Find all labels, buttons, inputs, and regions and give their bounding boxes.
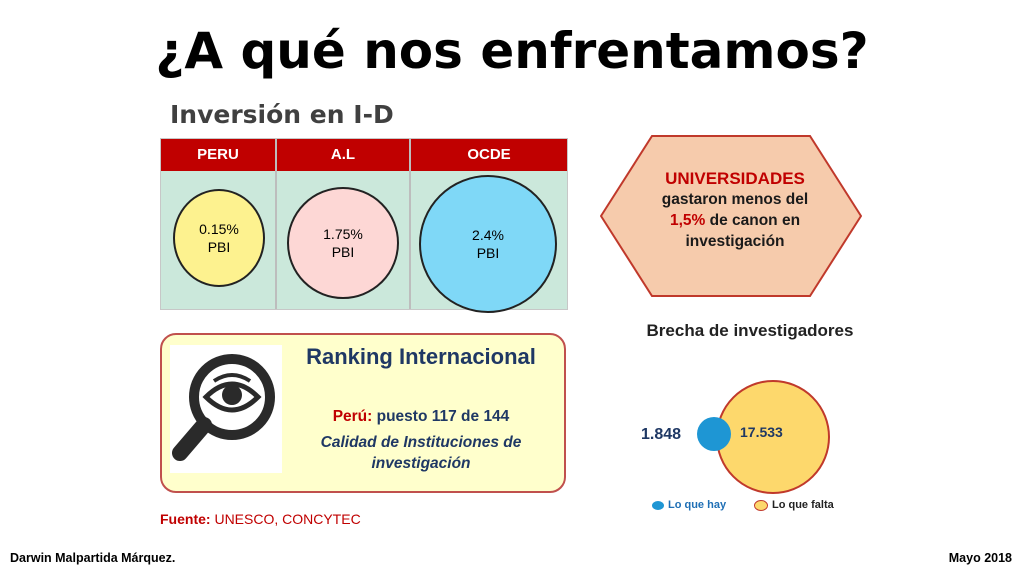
bubble-peru: 0.15% PBI [173, 189, 265, 287]
section-subtitle: Inversión en I-D [170, 100, 394, 129]
universidades-text: UNIVERSIDADES gastaron menos del 1,5% de… [610, 168, 860, 252]
bubble-value: 0.15% [199, 221, 239, 237]
header-ocde: OCDE [411, 139, 567, 171]
universidades-pct: 1,5% [669, 212, 706, 229]
universidades-line1: gastaron menos del [661, 191, 809, 208]
page-title: ¿A qué nos enfrentamos? [155, 22, 869, 80]
legend-hay: Lo que hay [652, 499, 726, 511]
bubble-value: 1.75% [323, 226, 363, 242]
source-label: Fuente: [160, 511, 211, 527]
legend-hay-dot [652, 500, 664, 510]
legend-falta: Lo que falta [754, 499, 834, 511]
lo-que-hay-circle [697, 417, 731, 451]
ranking-title: Ranking Internacional [306, 344, 536, 369]
universidades-line3: investigación [685, 233, 785, 250]
ranking-category: Calidad de Instituciones de investigació… [320, 434, 522, 472]
source-note: Fuente: UNESCO, CONCYTEC [160, 511, 361, 527]
legend-hay-label: Lo que hay [668, 499, 727, 511]
investment-table: PERU A.L OCDE 0.15% PBI 1.75% PBI 2.4% P… [160, 138, 568, 313]
ranking-country: Perú: [332, 408, 373, 425]
legend-falta-dot [754, 499, 768, 511]
universidades-heading: UNIVERSIDADES [665, 169, 805, 188]
bubble-al: 1.75% PBI [287, 187, 399, 299]
bubble-unit: PBI [207, 239, 231, 255]
header-al: A.L [277, 139, 409, 171]
source-text: UNESCO, CONCYTEC [210, 511, 361, 527]
bubble-unit: PBI [331, 244, 355, 260]
header-peru: PERU [161, 139, 275, 171]
hay-value: 1.848 [641, 426, 682, 443]
footer-date: Mayo 2018 [948, 551, 1012, 565]
falta-value: 17.533 [740, 424, 783, 440]
divider [409, 139, 411, 309]
magnifier-eye-icon [170, 345, 282, 473]
ranking-position: Perú: puesto 117 de 144 [290, 408, 552, 426]
bubble-value: 2.4% [472, 227, 504, 243]
ranking-position-text: puesto 117 de 144 [372, 408, 510, 425]
hexagon-shape [600, 135, 862, 297]
divider [275, 139, 277, 309]
legend-falta-label: Lo que falta [772, 499, 834, 511]
brecha-title: Brecha de investigadores [646, 321, 854, 340]
bubble-unit: PBI [476, 245, 500, 261]
brecha-bubbles [697, 380, 830, 494]
universidades-line2: 1,5% de canon en [610, 210, 860, 231]
bubble-ocde: 2.4% PBI [419, 175, 557, 313]
footer-author: Darwin Malpartida Márquez. [10, 551, 176, 565]
universidades-line2-rest: de canon en [705, 212, 801, 229]
